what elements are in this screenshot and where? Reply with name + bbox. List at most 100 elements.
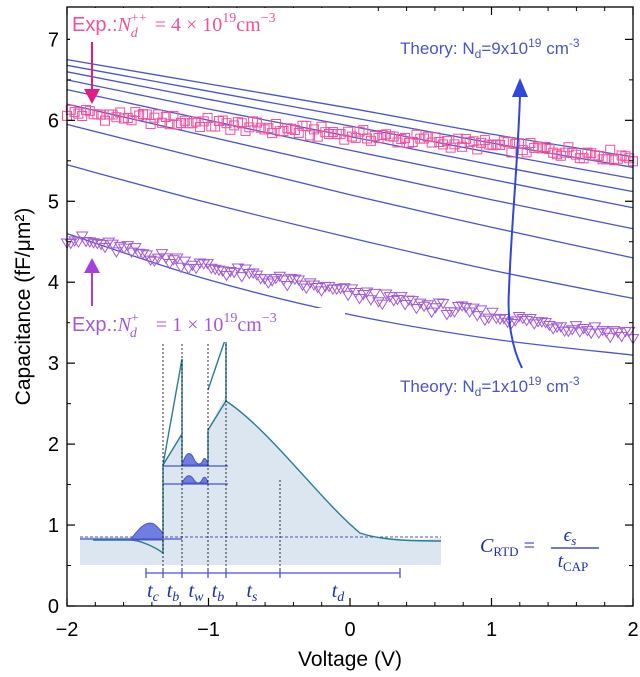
exp-low-point xyxy=(372,297,385,308)
exp-high-point xyxy=(305,130,316,141)
exp-low-point xyxy=(337,283,351,294)
exp-low-point xyxy=(98,242,112,254)
exp-high-point xyxy=(555,150,566,161)
exp-high-point xyxy=(377,129,388,140)
exp-high-point xyxy=(229,120,240,131)
exp-low-point xyxy=(345,284,359,295)
inset-wavepacket-well-2 xyxy=(181,475,209,484)
exp-low-point xyxy=(596,325,610,337)
theory-bottom-label-unit-exp: -3 xyxy=(569,374,580,388)
exp-low-point xyxy=(562,326,575,338)
theory-sweep-arrow-head xyxy=(512,78,528,97)
exp-low-point xyxy=(235,272,249,283)
exp-high-point xyxy=(601,154,612,165)
exp-high-point xyxy=(517,145,528,156)
exp-high-point xyxy=(198,116,209,127)
theory-curve-8 xyxy=(66,164,634,300)
exp-low-point xyxy=(451,301,465,313)
exp-low-point xyxy=(413,298,427,310)
exp-low-point xyxy=(546,324,560,335)
exp-high-point xyxy=(460,133,471,144)
inset-label-var: t xyxy=(189,580,195,602)
exp-high-point xyxy=(210,121,221,132)
exp-high-point xyxy=(548,147,559,158)
exp-high-point xyxy=(293,127,304,138)
exp-low-point xyxy=(425,307,439,319)
exp-low-sub: d xyxy=(130,326,138,341)
theory-curve-7 xyxy=(66,123,634,259)
exp-high-point xyxy=(187,118,198,129)
exp-low-point xyxy=(204,263,218,275)
y-tick-label: 7 xyxy=(48,29,59,51)
exp-low-point xyxy=(429,303,442,314)
exp-low-point xyxy=(467,303,480,315)
exp-high-point xyxy=(422,131,433,142)
exp-high-point xyxy=(316,121,327,132)
exp-high-point xyxy=(99,115,110,126)
exp-high-point xyxy=(624,153,635,164)
y-tick-label: 4 xyxy=(48,272,59,294)
exp-low-label: Exp.:N+ d = 1 × 1019cm−3 xyxy=(72,311,277,341)
exp-high-point xyxy=(172,119,183,130)
exp-low-point xyxy=(360,287,374,298)
axes: −2 −1 0 1 2 0 1 2 3 4 5 6 7 Voltage (V) Capacitance (f… xyxy=(12,6,639,671)
exp-low-markers xyxy=(60,231,640,345)
exp-low-point xyxy=(398,300,412,311)
exp-high-point xyxy=(350,132,361,143)
exp-high-unit-exp: −3 xyxy=(261,11,276,26)
exp-low-point xyxy=(144,255,157,267)
exp-high-label: Exp.:N++ d = 4 × 1019cm−3 xyxy=(72,11,276,41)
formula-denominator: tCAP xyxy=(558,551,589,574)
exp-high-point xyxy=(339,134,350,145)
exp-high-point xyxy=(612,153,623,164)
exp-low-var: N xyxy=(117,314,133,336)
exp-high-point xyxy=(407,137,418,148)
exp-high-point xyxy=(122,112,133,123)
formula-den-sub: CAP xyxy=(563,559,588,574)
exp-high-point xyxy=(540,141,551,152)
exp-high-point xyxy=(153,109,164,120)
exp-high-point xyxy=(134,110,145,121)
exp-high-point xyxy=(438,139,449,150)
exp-low-point xyxy=(497,313,511,325)
exp-high-point xyxy=(194,122,205,133)
exp-high-point xyxy=(221,118,232,129)
exp-low-unit-exp: −3 xyxy=(262,311,277,326)
exp-high-point xyxy=(107,109,118,120)
exp-low-point xyxy=(277,275,290,286)
exp-high-point xyxy=(559,147,570,158)
inset-label-var: t xyxy=(246,580,252,602)
exp-high-point xyxy=(483,139,494,150)
y-tick-label: 3 xyxy=(48,353,59,375)
exp-high-point xyxy=(270,119,281,130)
exp-low-point xyxy=(151,253,165,265)
theory-curve-5 xyxy=(66,88,634,209)
exp-low-point xyxy=(307,280,321,291)
exp-high-point xyxy=(175,117,186,128)
exp-high-point xyxy=(179,115,190,126)
exp-high-point xyxy=(164,119,175,130)
formula-num-sub: s xyxy=(571,533,576,548)
exp-low-point xyxy=(102,237,116,249)
exp-low-point xyxy=(588,322,602,333)
exp-high-point xyxy=(495,139,506,150)
exp-high-point xyxy=(362,133,373,144)
theory-curve-6 xyxy=(66,103,634,230)
exp-low-point xyxy=(174,262,188,274)
exp-low-point xyxy=(185,260,199,272)
exp-low-point xyxy=(315,286,328,297)
exp-low-point xyxy=(600,327,613,339)
exp-high-point xyxy=(301,120,312,131)
theory-bottom-label: Theory: Nd=1x1019 cm-3 xyxy=(400,374,580,399)
exp-low-point xyxy=(159,253,173,264)
theory-top-label-prefix: Theory: N xyxy=(400,39,475,58)
exp-low-point xyxy=(136,249,150,260)
inset-label-sub: w xyxy=(194,590,204,605)
exp-high-point xyxy=(487,140,498,151)
y-tick-label: 1 xyxy=(48,515,59,537)
exp-low-point xyxy=(296,280,309,292)
exp-high-var: N xyxy=(117,14,133,36)
exp-high-sub: d xyxy=(131,26,139,41)
exp-low-point xyxy=(284,273,298,285)
exp-high-point xyxy=(403,137,414,148)
